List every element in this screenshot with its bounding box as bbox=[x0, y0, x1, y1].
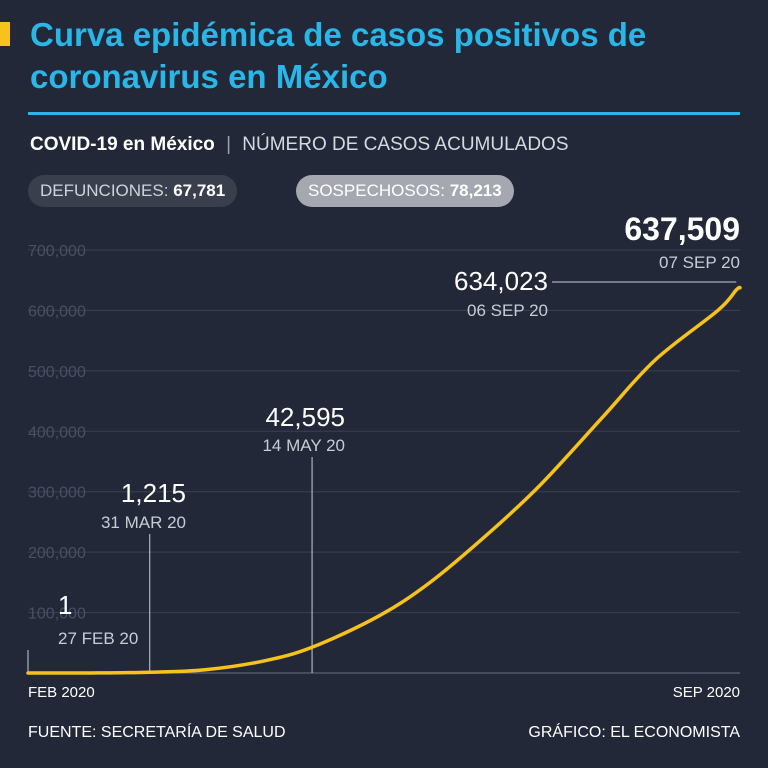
y-tick-label: 500,000 bbox=[28, 364, 86, 381]
annotation-value: 42,595 bbox=[265, 402, 345, 432]
annotation-value: 1 bbox=[58, 590, 72, 620]
source-note: FUENTE: SECRETARÍA DE SALUD bbox=[28, 724, 286, 741]
annotation-value: 1,215 bbox=[121, 478, 186, 508]
cases-line bbox=[26, 285, 742, 675]
deaths-badge: DEFUNCIONES: 67,781 bbox=[28, 175, 238, 207]
subtitle-topic: COVID-19 en México bbox=[30, 134, 215, 155]
credit-note: GRÁFICO: EL ECONOMISTA bbox=[528, 724, 740, 741]
annotation-value: 634,023 bbox=[454, 266, 548, 296]
deaths-value: 67,781 bbox=[173, 181, 226, 200]
y-tick-label: 600,000 bbox=[28, 303, 86, 320]
suspects-value: 78,213 bbox=[449, 181, 502, 200]
subtitle-measure: NÚMERO DE CASOS ACUMULADOS bbox=[242, 134, 569, 155]
suspects-label: SOSPECHOSOS: bbox=[308, 181, 445, 200]
annotation-date: 31 MAR 20 bbox=[101, 513, 186, 532]
annotation-date: 14 MAY 20 bbox=[262, 436, 345, 455]
deaths-label: DEFUNCIONES: bbox=[40, 181, 169, 200]
subtitle: COVID-19 en México | NÚMERO DE CASOS ACU… bbox=[30, 134, 569, 156]
accent-bar bbox=[0, 22, 10, 46]
y-tick-label: 300,000 bbox=[28, 485, 86, 502]
suspects-badge: SOSPECHOSOS: 78,213 bbox=[296, 175, 514, 207]
y-tick-label: 100,000 bbox=[28, 606, 86, 623]
annotation-date: 27 FEB 20 bbox=[58, 629, 138, 648]
page-title: Curva epidémica de casos positivos de co… bbox=[30, 16, 647, 95]
y-tick-label: 400,000 bbox=[28, 424, 86, 441]
y-tick-label: 200,000 bbox=[28, 545, 86, 562]
x-axis-end-label: SEP 2020 bbox=[673, 684, 740, 701]
annotation-date: 07 SEP 20 bbox=[659, 253, 740, 272]
y-tick-label: 700,000 bbox=[28, 243, 86, 260]
annotation-date: 06 SEP 20 bbox=[467, 301, 548, 320]
subtitle-separator: | bbox=[226, 134, 231, 155]
annotation-value: 637,509 bbox=[624, 211, 740, 247]
x-axis-start-label: FEB 2020 bbox=[28, 684, 95, 701]
title-rule bbox=[28, 112, 740, 115]
